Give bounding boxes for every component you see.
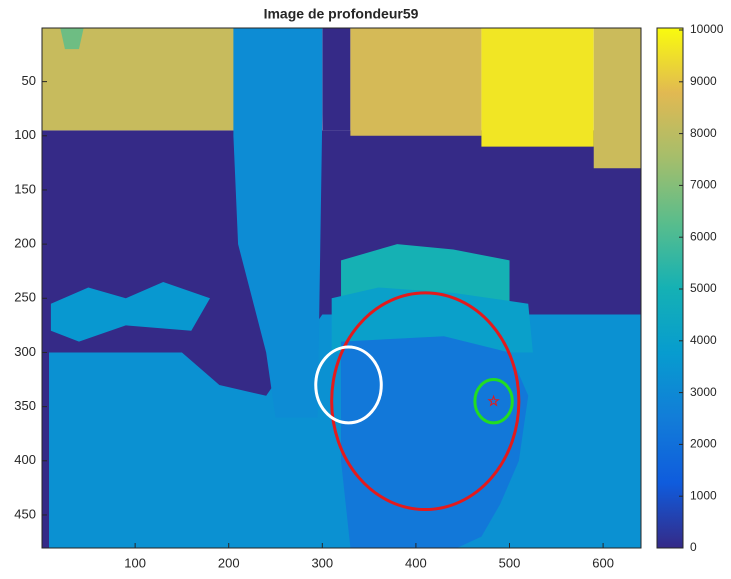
x-tick-label: 300	[311, 555, 333, 570]
depth-region	[593, 28, 641, 169]
y-tick-label: 200	[14, 236, 36, 251]
colorbar-tick-label: 2000	[690, 437, 717, 451]
depth-region	[341, 336, 529, 548]
axes-box	[41, 27, 642, 549]
y-tick-label: 150	[14, 181, 36, 196]
circle-annotation	[330, 291, 521, 512]
x-tick-label: 100	[124, 555, 146, 570]
colorbar-tick-label: 9000	[690, 74, 717, 88]
colorbar-tick-label: 3000	[690, 385, 717, 399]
depth-region	[233, 28, 323, 418]
depth-region	[350, 28, 482, 136]
y-tick-label: 250	[14, 290, 36, 305]
y-tick-label: 450	[14, 506, 36, 521]
circle-annotation	[314, 345, 383, 425]
colorbar-tick-label: 6000	[690, 229, 717, 243]
depth-region	[322, 28, 351, 131]
y-tick-label: 400	[14, 452, 36, 467]
x-tick-label: 400	[405, 555, 427, 570]
colorbar-tick-label: 0	[690, 540, 697, 554]
y-tick-label: 100	[14, 127, 36, 142]
y-tick-label: 350	[14, 398, 36, 413]
colorbar-tick-label: 1000	[690, 488, 717, 502]
colorbar-tick-label: 7000	[690, 178, 717, 192]
depth-region	[50, 282, 211, 342]
colorbar-tick-label: 10000	[690, 22, 724, 36]
depth-region	[60, 28, 84, 50]
x-tick-label: 200	[218, 555, 240, 570]
star-marker	[487, 394, 500, 407]
x-tick-label: 600	[592, 555, 614, 570]
colorbar-tick-label: 4000	[690, 333, 717, 347]
colorbar	[656, 27, 684, 549]
chart-title: Image de profondeur59	[264, 6, 419, 22]
y-tick-label: 50	[22, 73, 36, 88]
x-tick-label: 500	[499, 555, 521, 570]
y-tick-label: 300	[14, 344, 36, 359]
colorbar-tick-label: 5000	[690, 281, 717, 295]
depth-region	[42, 168, 50, 548]
depth-region	[481, 28, 594, 147]
circle-annotation	[473, 378, 514, 425]
depth-region	[42, 28, 257, 131]
colorbar-tick-label: 8000	[690, 126, 717, 140]
plot-area	[42, 28, 641, 548]
